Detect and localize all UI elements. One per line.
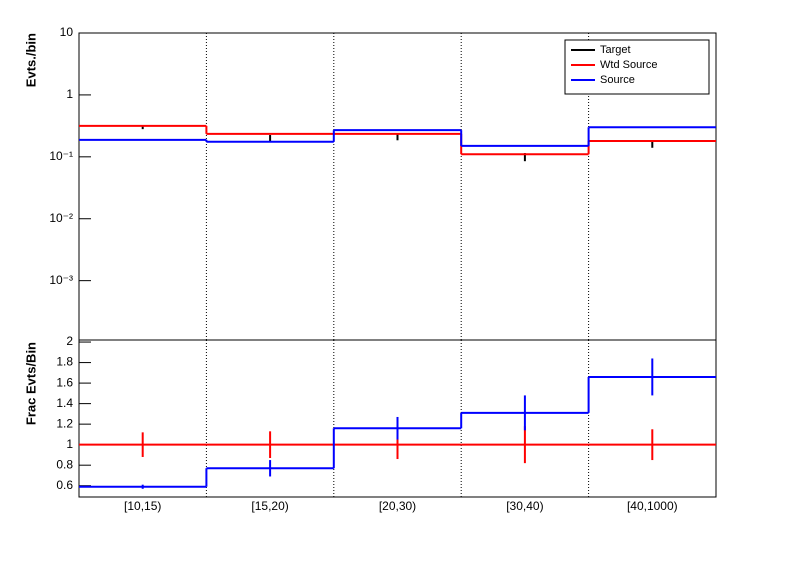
legend-label: Target — [600, 44, 631, 56]
legend-label: Wtd Source — [600, 59, 657, 71]
legend-label: Source — [600, 74, 635, 86]
y-tick-label: 1 — [66, 87, 73, 101]
y-tick-label: 1.4 — [56, 396, 73, 410]
y-tick-label: 1.8 — [56, 355, 73, 369]
x-tick-label: [30,40) — [506, 499, 543, 513]
y-tick-label: 2 — [66, 334, 73, 348]
x-tick-label: [10,15) — [124, 499, 161, 513]
y-tick-label: 1 — [66, 437, 73, 451]
y-axis-title: Frac Evts/Bin — [23, 342, 38, 425]
y-tick-label: 1.2 — [56, 416, 73, 430]
x-tick-label: [15,20) — [251, 499, 288, 513]
y-tick-label: 10 — [60, 25, 74, 39]
x-tick-label: [20,30) — [379, 499, 416, 513]
y-tick-label: 1.6 — [56, 375, 73, 389]
y-tick-label: 10⁻² — [49, 211, 73, 225]
y-tick-label: 10⁻¹ — [49, 149, 73, 163]
y-tick-label: 10⁻³ — [49, 273, 73, 287]
plot-frame — [78, 339, 717, 498]
y-tick-label: 0.6 — [56, 478, 73, 492]
y-tick-label: 0.8 — [56, 457, 73, 471]
x-tick-label: [40,1000) — [627, 499, 678, 513]
y-axis-title: Evts./bin — [23, 33, 38, 87]
